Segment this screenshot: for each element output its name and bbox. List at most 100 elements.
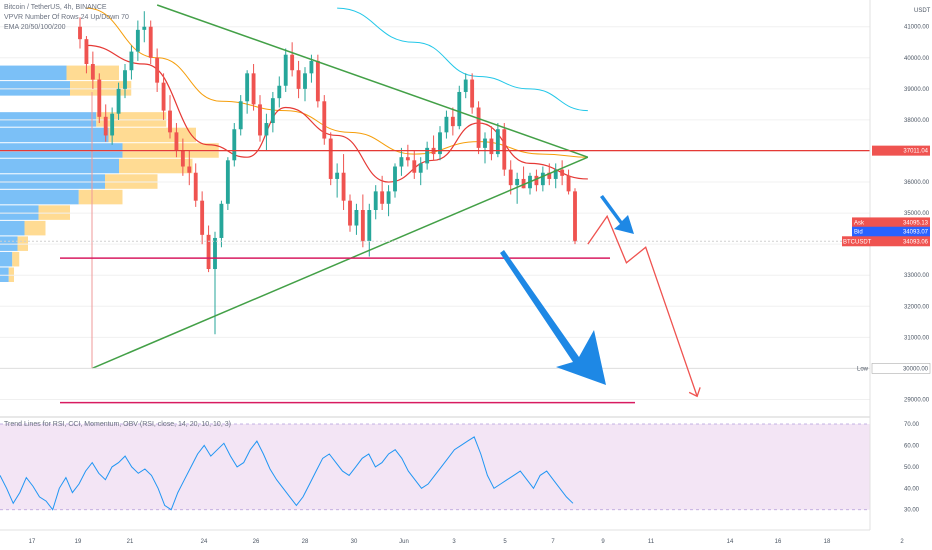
price-tick-label: 33000.00 bbox=[904, 273, 930, 279]
volume-profile-down-bar bbox=[78, 189, 123, 205]
time-tick-label: 17 bbox=[29, 539, 36, 545]
candle-up bbox=[219, 203, 224, 238]
time-tick-label: 7 bbox=[551, 539, 555, 545]
candle-down bbox=[290, 54, 295, 71]
price-tick-label: 29000.00 bbox=[904, 397, 930, 403]
candle-down bbox=[251, 73, 256, 105]
big-down-arrow bbox=[500, 250, 606, 385]
volume-profile-down-bar bbox=[108, 127, 196, 143]
rsi-tick-label: 60.00 bbox=[904, 443, 920, 449]
time-tick-label: Jun bbox=[399, 539, 409, 545]
bid-price-label-bg bbox=[872, 226, 930, 237]
candle-down bbox=[322, 101, 327, 139]
ask-price-label-tag: Ask bbox=[854, 220, 865, 226]
time-tick-label: 21 bbox=[127, 539, 134, 545]
candle-down bbox=[103, 116, 108, 136]
candle-up bbox=[123, 70, 127, 89]
volume-profile-up-bar bbox=[0, 158, 119, 174]
candle-up bbox=[515, 178, 520, 186]
bid-price-label: 34093.07 bbox=[903, 230, 929, 236]
symbol-tag: BTCUSDT bbox=[843, 239, 872, 245]
candle-up bbox=[444, 116, 449, 133]
ascending-trendline bbox=[91, 156, 589, 370]
candle-down bbox=[315, 60, 320, 102]
rsi-tick-label: 50.00 bbox=[904, 465, 920, 471]
vpvr-legend: VPVR Number Of Rows 24 Up/Down 70 bbox=[4, 14, 129, 21]
candle-up bbox=[335, 172, 340, 179]
candle-up bbox=[238, 101, 243, 130]
candle-down bbox=[296, 70, 301, 89]
price-tick-label: 36000.00 bbox=[904, 180, 930, 186]
projection-arrowhead bbox=[688, 387, 701, 398]
candle-up bbox=[425, 147, 430, 164]
candle-up bbox=[418, 163, 423, 173]
candle-down bbox=[470, 79, 475, 108]
rsi-tick-label: 30.00 bbox=[904, 508, 920, 514]
ema-50-line bbox=[86, 7, 588, 158]
candle-up bbox=[245, 73, 250, 102]
candle-down bbox=[328, 138, 333, 179]
candle-up bbox=[283, 54, 288, 86]
volume-profile-up-bar bbox=[0, 220, 25, 236]
last-price-label: 34093.06 bbox=[903, 239, 929, 245]
candle-up bbox=[309, 60, 314, 74]
time-tick-label: 30 bbox=[351, 539, 358, 545]
candle-down bbox=[534, 175, 539, 186]
candle-down bbox=[258, 104, 262, 136]
symbol-title: Bitcoin / TetherUS, 4h, BINANCE bbox=[4, 4, 107, 11]
bid-price-label-tag-bg bbox=[852, 226, 872, 237]
projection-path bbox=[587, 214, 698, 397]
candle-down bbox=[97, 79, 102, 117]
small-down-arrow bbox=[600, 195, 634, 234]
candle-down bbox=[412, 160, 417, 173]
candle-down bbox=[341, 172, 346, 201]
candle-up bbox=[303, 73, 307, 89]
price-tick-label: 39000.00 bbox=[904, 87, 930, 93]
currency-label: USDT bbox=[914, 8, 931, 14]
rsi-line bbox=[0, 436, 574, 511]
low-price-label: 30000.00 bbox=[903, 366, 929, 372]
volume-profile-up-bar bbox=[0, 127, 109, 143]
candle-up bbox=[540, 172, 545, 186]
symbol-tag-bg bbox=[842, 236, 872, 247]
candle-up bbox=[264, 123, 269, 136]
volume-profile-up-bar bbox=[0, 65, 67, 81]
ema-200-line bbox=[337, 7, 588, 112]
candle-down bbox=[380, 191, 385, 204]
candle-down bbox=[148, 26, 153, 58]
candle-up bbox=[277, 85, 282, 99]
oscillator-title: Trend Lines for RSI, CCI, Momentum, OBV … bbox=[4, 421, 231, 428]
candle-down bbox=[573, 191, 577, 242]
price-tick-label: 40000.00 bbox=[904, 56, 930, 62]
candle-up bbox=[225, 160, 230, 204]
candle-down bbox=[360, 210, 365, 242]
candle-up bbox=[386, 191, 391, 204]
candle-down bbox=[200, 200, 205, 235]
time-tick-label: 19 bbox=[75, 539, 82, 545]
candle-down bbox=[521, 178, 526, 189]
time-tick-label: 18 bbox=[824, 539, 831, 545]
candle-up bbox=[135, 29, 140, 52]
candle-down bbox=[508, 169, 513, 186]
volume-profile-down-bar bbox=[119, 158, 193, 174]
time-tick-label: 11 bbox=[648, 539, 655, 545]
candle-up bbox=[373, 191, 378, 210]
volume-profile-down-bar bbox=[12, 251, 20, 267]
time-tick-label: 26 bbox=[253, 539, 260, 545]
ema-lines bbox=[86, 7, 588, 183]
ask-price-label-bg bbox=[872, 217, 930, 228]
candle-down bbox=[405, 157, 410, 161]
low-price-bg bbox=[871, 363, 931, 374]
bid-price-label-tag: Bid bbox=[854, 230, 863, 236]
candle-down bbox=[450, 116, 455, 127]
candle-up bbox=[457, 91, 462, 127]
candle-down bbox=[206, 234, 211, 270]
time-tick-label: 16 bbox=[775, 539, 782, 545]
candle-up bbox=[213, 237, 217, 270]
candle-up bbox=[495, 129, 500, 155]
price-tick-label: 31000.00 bbox=[904, 335, 930, 341]
candle-down bbox=[180, 150, 185, 167]
trendlines bbox=[0, 4, 870, 404]
candle-up bbox=[142, 26, 147, 30]
price-tick-label: 32000.00 bbox=[904, 304, 930, 310]
